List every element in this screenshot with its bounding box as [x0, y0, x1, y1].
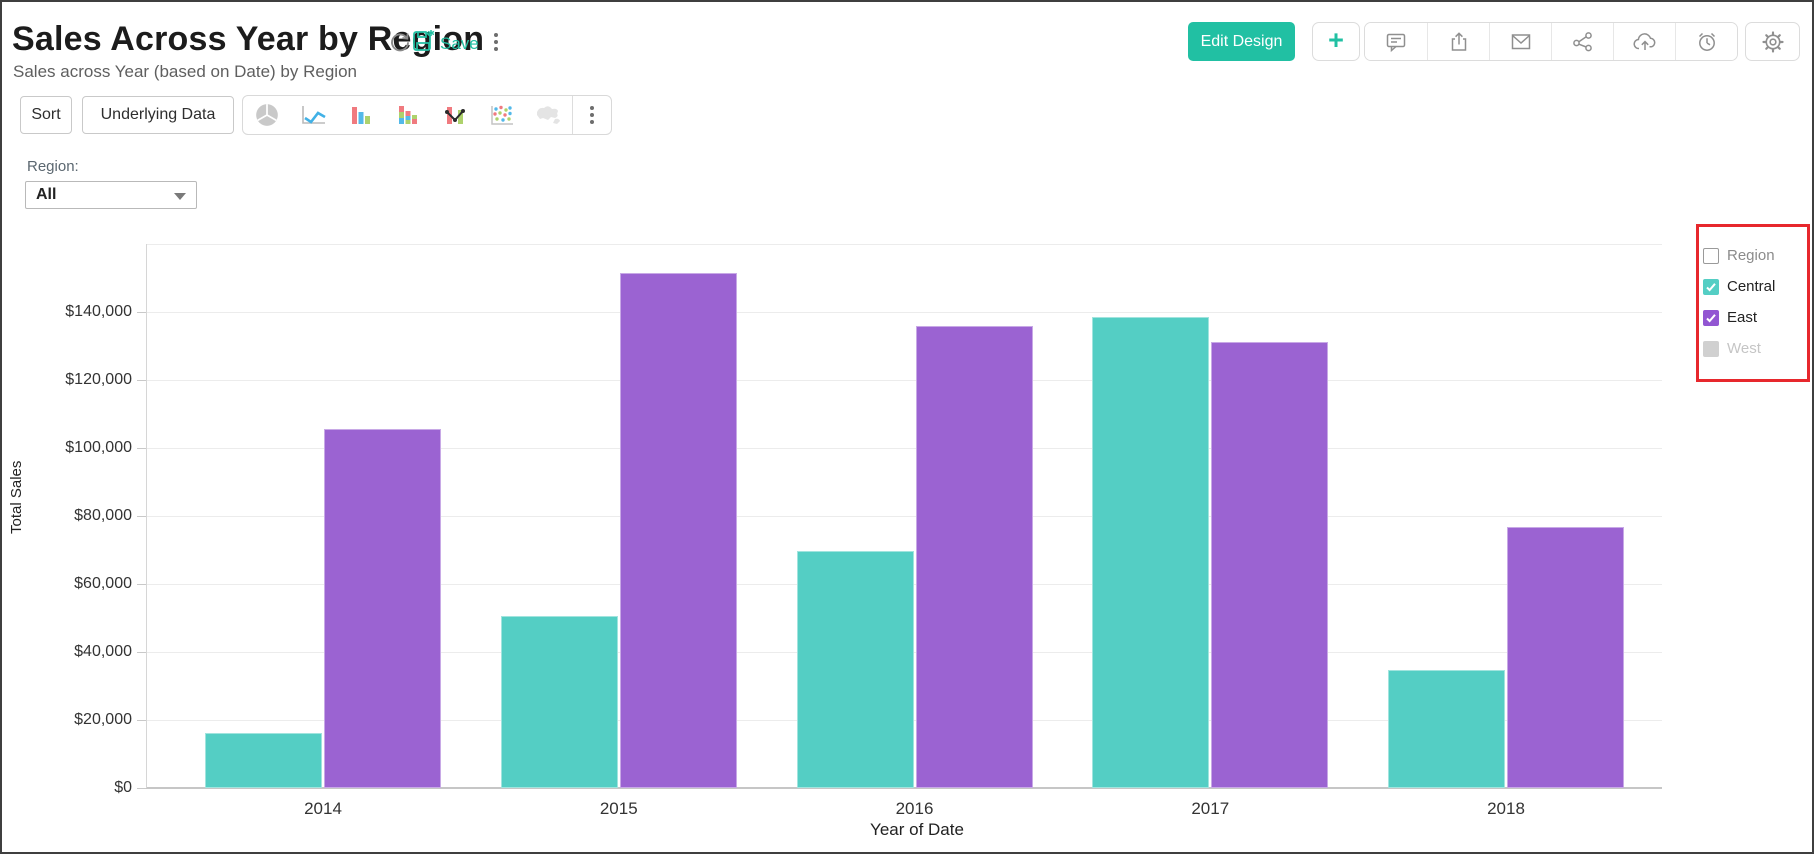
y-tick-label: $0	[114, 779, 132, 796]
y-axis-tick	[137, 584, 146, 585]
x-tick-label: 2017	[1191, 799, 1230, 818]
alarm-icon[interactable]	[1675, 23, 1737, 60]
chart-type-palette	[242, 95, 612, 135]
export-icon[interactable]	[1427, 23, 1489, 60]
kebab-menu-icon[interactable]	[482, 28, 510, 56]
bar-central-2015[interactable]	[500, 615, 618, 788]
bar-east-2018[interactable]	[1507, 526, 1624, 788]
line-chart-icon[interactable]	[290, 96, 337, 134]
y-axis-tick	[137, 788, 146, 789]
region-filter-label: Region:	[27, 158, 79, 175]
bar-central-2018[interactable]	[1388, 669, 1505, 788]
share-icon[interactable]	[1551, 23, 1613, 60]
x-tick-label: 2014	[304, 799, 342, 818]
sort-button[interactable]: Sort	[20, 96, 72, 134]
bar-central-2016[interactable]	[796, 551, 914, 788]
combo-chart-icon[interactable]	[431, 96, 478, 134]
y-axis-line	[146, 244, 147, 788]
x-axis-title: Year of Date	[870, 820, 964, 839]
save-button[interactable]: Save	[410, 28, 479, 59]
bar-east-2014[interactable]	[324, 429, 441, 788]
legend-item-central-checkbox[interactable]	[1703, 278, 1719, 295]
y-tick-label: $60,000	[74, 575, 132, 592]
y-tick-label: $100,000	[65, 439, 132, 456]
palette-divider	[572, 96, 573, 134]
gridline	[146, 312, 1662, 313]
legend-item-central-label: Central	[1727, 278, 1776, 295]
y-axis-tick	[137, 380, 146, 381]
bar-central-2014[interactable]	[205, 732, 322, 788]
y-axis-tick	[137, 312, 146, 313]
y-tick-label: $80,000	[74, 507, 132, 524]
bar-east-2016[interactable]	[915, 325, 1033, 788]
x-tick-label: 2018	[1487, 799, 1525, 818]
add-button[interactable]: +	[1312, 22, 1360, 61]
gridline	[146, 448, 1662, 449]
header-action-bar	[1364, 22, 1738, 61]
palette-kebab-menu-icon[interactable]	[573, 96, 611, 134]
legend-item-west[interactable]: West	[1703, 333, 1775, 364]
page-subtitle: Sales across Year (based on Date) by Reg…	[13, 62, 357, 81]
plus-icon: +	[1328, 24, 1344, 55]
legend-item-west-label: West	[1727, 340, 1761, 357]
y-tick-label: $40,000	[74, 643, 132, 660]
legend-item-east-label: East	[1727, 309, 1758, 326]
comment-icon[interactable]	[1365, 23, 1427, 60]
save-label: Save	[440, 33, 479, 53]
bar-central-2017[interactable]	[1092, 316, 1210, 788]
cloud-upload-icon[interactable]	[1613, 23, 1675, 60]
y-tick-label: $20,000	[74, 711, 132, 728]
gridline	[146, 516, 1662, 517]
region-filter-dropdown[interactable]: All	[25, 181, 197, 209]
y-tick-label: $140,000	[65, 303, 132, 320]
scatter-chart-icon[interactable]	[478, 96, 525, 134]
bar-chart-icon[interactable]	[337, 96, 384, 134]
x-axis-line	[146, 787, 1662, 789]
y-axis-tick	[137, 652, 146, 653]
edit-design-button[interactable]: Edit Design	[1188, 22, 1295, 61]
bar-east-2015[interactable]	[619, 272, 737, 788]
x-tick-label: 2015	[599, 799, 638, 818]
legend-title-checkbox[interactable]	[1703, 247, 1719, 264]
y-axis-tick	[137, 448, 146, 449]
gridline	[146, 380, 1662, 381]
y-axis-tick	[137, 720, 146, 721]
gridline	[146, 244, 1662, 245]
plot-area: $0 $20,000 $40,000 $60,000 $80,000 $100,000 $1…	[65, 244, 1662, 818]
underlying-data-button[interactable]: Underlying Data	[82, 96, 234, 134]
legend: Region Central East West	[1703, 240, 1775, 364]
email-icon[interactable]	[1489, 23, 1551, 60]
pie-chart-icon[interactable]	[243, 96, 290, 134]
y-axis-tick	[137, 516, 146, 517]
legend-title[interactable]: Region	[1703, 240, 1775, 271]
stacked-bar-chart-icon[interactable]	[384, 96, 431, 134]
legend-item-east-checkbox[interactable]	[1703, 309, 1719, 326]
legend-item-west-checkbox[interactable]	[1703, 340, 1719, 357]
refresh-icon[interactable]	[386, 28, 414, 56]
map-chart-icon[interactable]	[525, 96, 572, 134]
save-icon	[410, 28, 436, 59]
region-filter-value: All	[36, 186, 57, 203]
legend-item-central[interactable]: Central	[1703, 271, 1775, 302]
legend-item-east[interactable]: East	[1703, 302, 1775, 333]
x-tick-label: 2016	[895, 799, 934, 818]
legend-title-label: Region	[1727, 247, 1775, 264]
y-tick-label: $120,000	[65, 371, 132, 388]
chevron-down-icon	[174, 193, 186, 200]
settings-gear-icon[interactable]	[1745, 22, 1800, 61]
bar-east-2017[interactable]	[1211, 341, 1329, 788]
